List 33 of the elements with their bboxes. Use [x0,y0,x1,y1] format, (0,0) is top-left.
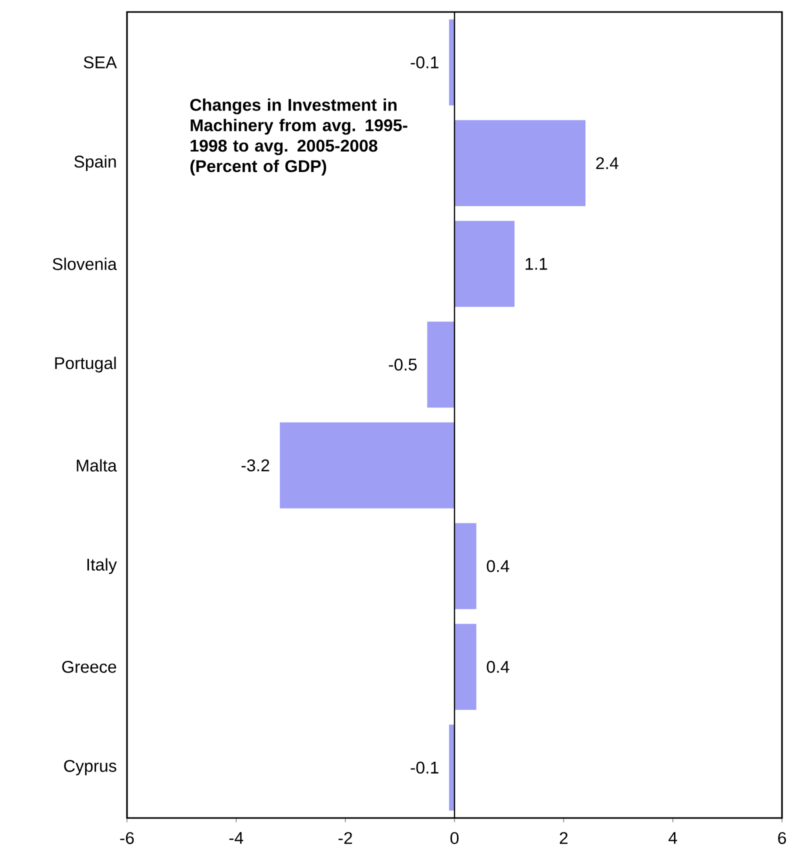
x-tick-label: -2 [338,832,352,844]
data-label: -0.5 [388,358,417,371]
x-tick-label: -4 [229,832,244,844]
x-tick-label: 4 [668,832,678,844]
bar [454,220,515,307]
data-label: 1.1 [526,258,548,270]
data-label: -3.2 [242,459,270,472]
x-tick-label: 0 [450,832,459,844]
data-label: 0.4 [486,560,510,572]
text: Changes in Investment in Machinery from avg. 1995-1998 to avg. 2005-2008 [190,98,408,156]
bar [427,322,455,408]
x-tick-label: 2 [560,832,568,844]
y-tick-label: Spain [74,155,116,172]
y-tick-label: Cyprus [64,760,116,776]
y-tick-label: SEA [84,56,117,68]
bar [449,19,455,106]
bar [449,724,455,811]
bar [454,624,476,710]
bar [454,523,476,610]
data-label: 0.4 [486,660,510,673]
y-tick-label: Italy [87,558,117,574]
y-tick-label: Portugal [55,356,116,373]
data-label: -0.1 [410,762,438,774]
data-label: 2.4 [596,157,618,170]
y-tick-label: Slovenia [52,258,117,270]
x-tick-label: 6 [778,832,786,844]
bar [454,120,586,206]
bar [280,422,455,508]
data-label: -0.1 [410,56,438,68]
x-tick-label: -6 [120,832,134,844]
y-tick-label: Greece [62,660,116,673]
y-tick-label: Malta [76,459,117,472]
text: (Percent of GDP) [190,160,326,176]
